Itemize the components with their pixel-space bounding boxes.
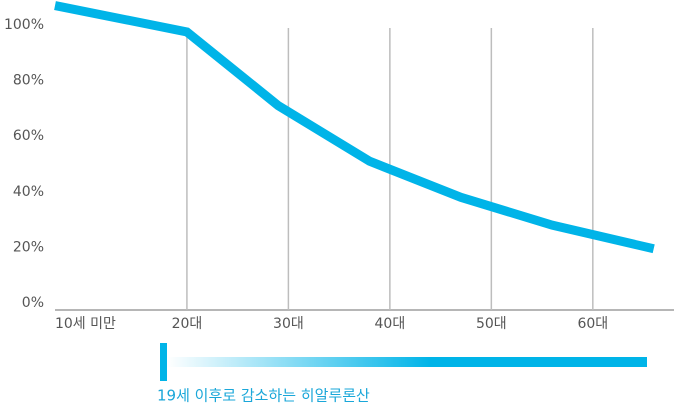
y-tick-label: 40% [13,184,44,200]
x-tick-label: 60대 [577,316,608,332]
y-tick-label: 80% [13,73,44,89]
x-tick-label: 20대 [172,316,203,332]
y-tick-label: 0% [22,295,44,311]
x-tick-label: 40대 [375,316,406,332]
y-tick-label: 60% [13,128,44,144]
x-tick-label: 10세 미만 [55,316,116,332]
data-line [54,1,655,254]
x-tick-label: 50대 [476,316,507,332]
annotation: 19세 이후로 감소하는 히알루론산 [157,387,370,404]
y-tick-label: 20% [13,239,44,255]
annotation-bar [167,357,647,367]
x-tick-label: 30대 [273,316,304,332]
annotation-marker [160,343,167,381]
y-tick-label: 100% [4,17,44,33]
